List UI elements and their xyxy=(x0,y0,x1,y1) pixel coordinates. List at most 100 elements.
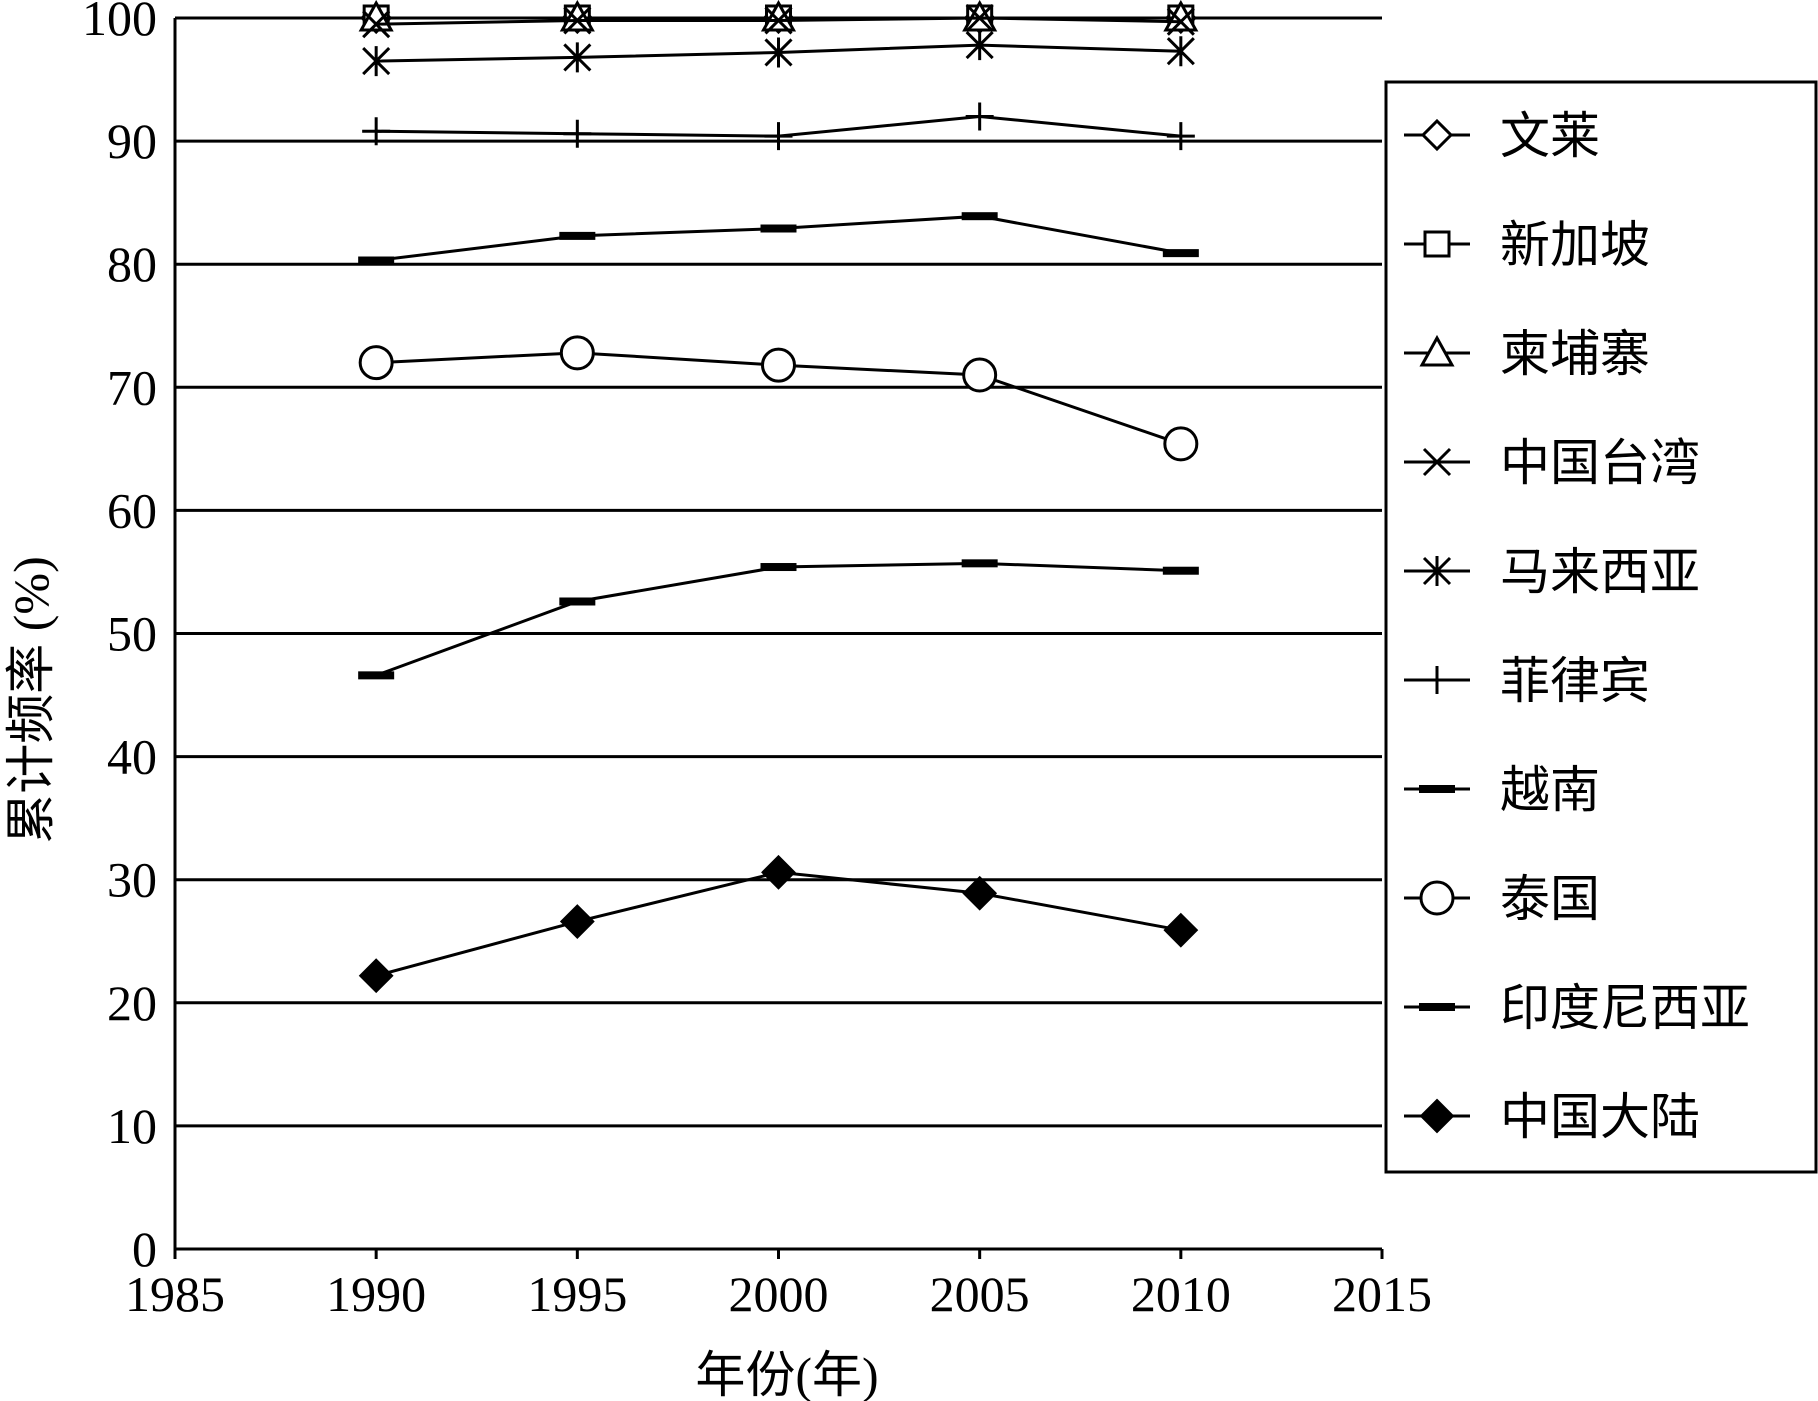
legend-marker-5 xyxy=(1423,666,1451,694)
series-4-point-2000 xyxy=(764,37,793,68)
axes: 0 10 20 30 40 50 60 70 80 90 100 1985 1990 1995 2000 20… xyxy=(82,0,1432,1322)
legend-marker-5-shape xyxy=(1423,666,1451,694)
series-2-point-1995 xyxy=(559,0,595,32)
x-tick-label-2000: 2000 xyxy=(729,1266,829,1322)
legend-marker-3-shape xyxy=(1422,447,1452,477)
y-tick-label-50: 50 xyxy=(107,606,157,662)
y-tick-label-70: 70 xyxy=(107,359,157,415)
legend-marker-9-shape xyxy=(1419,1098,1455,1134)
series-4-point-2010 xyxy=(1166,36,1195,67)
legend-marker-4 xyxy=(1422,556,1452,586)
series-8-point-2000 xyxy=(760,563,797,572)
series-9 xyxy=(358,854,1199,994)
y-tick-label-80: 80 xyxy=(107,236,157,292)
series-6-point-2000 xyxy=(760,224,797,233)
series-6-point-2000-shape xyxy=(760,224,797,233)
x-axis-title: 年份(年) xyxy=(695,1347,878,1401)
legend-label-0: 文莱 xyxy=(1500,108,1600,164)
legend-item-4: 马来西亚 xyxy=(1404,544,1700,600)
series-2-point-2000-shape xyxy=(760,0,797,32)
series-7-point-1995 xyxy=(559,335,595,371)
series-3-point-2005 xyxy=(965,3,994,33)
legend-item-7: 泰国 xyxy=(1404,871,1600,927)
legend-marker-6 xyxy=(1419,785,1455,793)
series-7-point-2000 xyxy=(761,347,796,383)
legend-marker-0-shape xyxy=(1420,118,1454,152)
series-2 xyxy=(358,0,1199,32)
y-tick-label-60: 60 xyxy=(107,482,157,538)
y-tick-label-100: 100 xyxy=(82,0,157,46)
series-9-point-2000 xyxy=(761,854,796,890)
series-8-point-2010 xyxy=(1162,566,1199,575)
legend-marker-8 xyxy=(1419,1003,1455,1011)
series-5-point-1990 xyxy=(362,117,391,146)
series-8 xyxy=(358,559,1199,680)
series-line-6 xyxy=(375,214,1182,262)
series-9-point-1990-shape xyxy=(358,958,394,994)
legend-marker-7 xyxy=(1419,880,1455,916)
series-5-point-2000-shape xyxy=(764,122,793,151)
series-9-point-2005 xyxy=(962,875,998,911)
series-4-point-2005 xyxy=(965,30,994,61)
series-8-point-1990-shape xyxy=(358,671,395,680)
series-7-point-1990-shape xyxy=(358,345,394,381)
legend-marker-1-shape xyxy=(1423,230,1451,258)
y-tick-label-20: 20 xyxy=(107,975,157,1031)
legend-label-6: 越南 xyxy=(1500,762,1600,818)
series-4-point-2000-shape xyxy=(764,37,793,68)
legend-marker-9 xyxy=(1419,1098,1455,1134)
legend-marker-4-shape xyxy=(1422,556,1452,586)
series-3-point-2010 xyxy=(1166,7,1195,36)
series-9-point-1995 xyxy=(559,904,595,939)
series-8-point-2000-shape xyxy=(760,563,797,572)
series-9-point-1990 xyxy=(358,958,394,994)
series-3-point-1990-shape xyxy=(362,10,391,39)
y-tick-label-30: 30 xyxy=(107,852,157,908)
legend-marker-0 xyxy=(1420,118,1454,152)
series-7-point-2000-shape xyxy=(761,347,796,383)
legend-item-6: 越南 xyxy=(1404,762,1600,818)
x-tick-label-1995: 1995 xyxy=(527,1266,627,1322)
legend-item-2: 柬埔寨 xyxy=(1404,326,1650,382)
series-6 xyxy=(358,212,1199,265)
series-5-point-2010-shape xyxy=(1166,122,1195,151)
series-6-point-1990-shape xyxy=(358,256,395,265)
series-9-point-2000-shape xyxy=(761,854,796,890)
legend-label-1: 新加坡 xyxy=(1500,217,1650,273)
legend-label-3: 中国台湾 xyxy=(1500,435,1700,491)
y-tick-label-90: 90 xyxy=(107,113,157,169)
series-6-point-1995-shape xyxy=(559,231,596,240)
series-4-point-2010-shape xyxy=(1166,36,1195,67)
series-5-point-2010 xyxy=(1166,122,1195,151)
series-3-point-2000 xyxy=(764,6,793,35)
series-7-point-1990 xyxy=(358,345,394,381)
legend-box xyxy=(1384,80,1818,1174)
legend-marker-2 xyxy=(1419,334,1455,367)
legend-item-8: 印度尼西亚 xyxy=(1404,980,1750,1036)
series-5-point-1995 xyxy=(563,119,592,148)
legend-marker-3 xyxy=(1422,447,1452,477)
series-3-point-2000-shape xyxy=(764,6,793,35)
series-5 xyxy=(362,102,1195,151)
y-axis-title: 累计频率 (%) xyxy=(3,556,59,843)
legend-label-4: 马来西亚 xyxy=(1500,544,1700,600)
gridlines xyxy=(175,16,1382,1128)
series-2-point-2000 xyxy=(760,0,797,32)
series-8-point-1995 xyxy=(559,597,596,606)
series-7-point-2010-shape xyxy=(1163,426,1199,462)
legend-marker-7-shape xyxy=(1419,880,1455,916)
legend-item-3: 中国台湾 xyxy=(1404,435,1700,491)
series-2-point-1995-shape xyxy=(559,0,595,32)
series-3-point-1995-shape xyxy=(563,6,592,35)
legend-label-8: 印度尼西亚 xyxy=(1500,980,1750,1036)
series-4-point-1995-shape xyxy=(563,42,592,73)
series-2-point-2010-shape xyxy=(1163,0,1199,32)
series-9-point-2005-shape xyxy=(962,875,998,911)
series-6-point-2010-shape xyxy=(1162,249,1199,258)
series-5-point-2000 xyxy=(764,122,793,151)
series-9-point-1995-shape xyxy=(559,904,595,939)
x-tick-label-1985: 1985 xyxy=(125,1266,225,1322)
series-line-8 xyxy=(375,561,1181,677)
y-tick-label-10: 10 xyxy=(107,1098,157,1154)
